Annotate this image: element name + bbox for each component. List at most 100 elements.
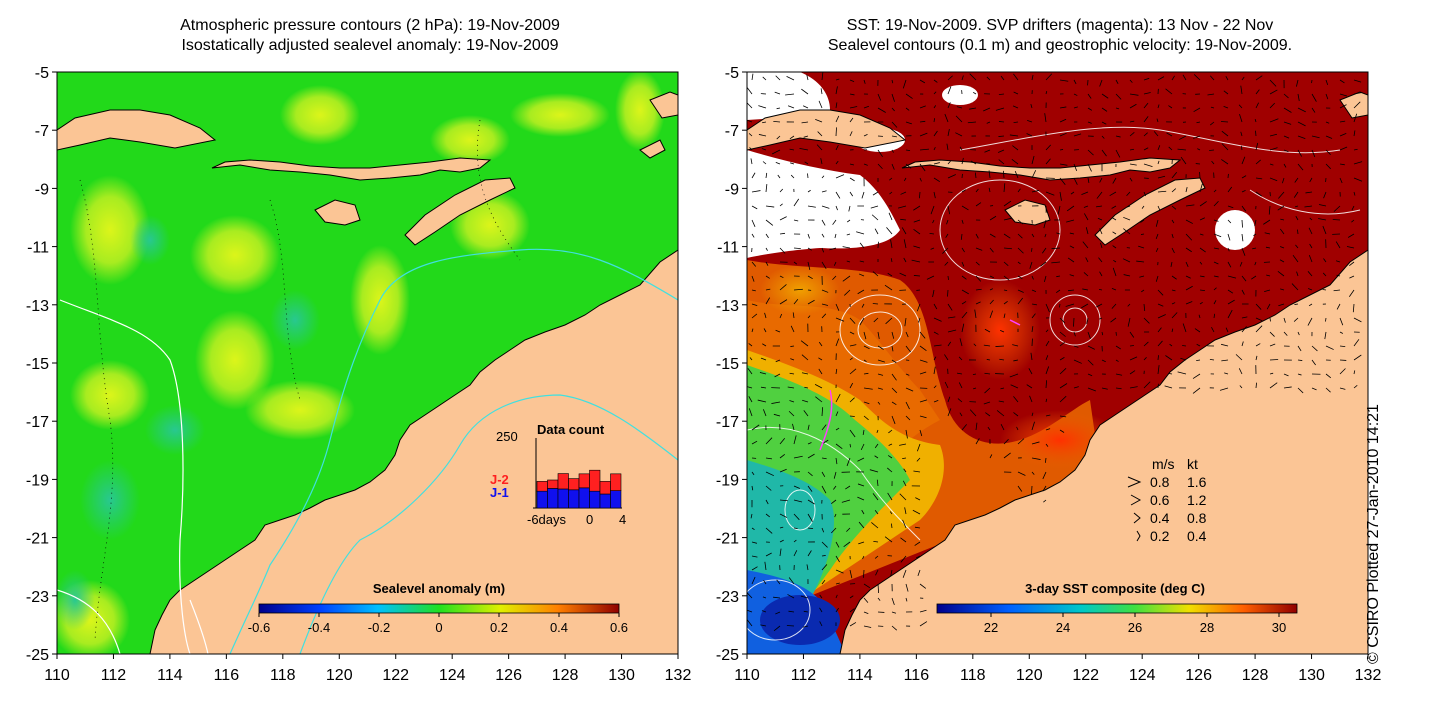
velocity-arrow (1185, 301, 1193, 305)
velocity-arrow (872, 303, 879, 305)
velocity-arrow (1169, 343, 1173, 347)
velocity-arrow (1115, 107, 1120, 110)
velocity-arrow (891, 625, 898, 631)
velocity-arrow (1278, 191, 1285, 199)
velocity-arrow (1185, 261, 1189, 268)
velocity-arrow (821, 175, 825, 179)
velocity-arrow (959, 338, 963, 347)
velocity-arrow (1067, 257, 1075, 263)
legend-arrow-icon (1136, 530, 1141, 542)
velocity-arrow (835, 191, 841, 199)
velocity-arrow (849, 622, 857, 627)
velocity-arrow (874, 555, 879, 559)
velocity-arrow (1115, 93, 1122, 100)
velocity-arrow (1171, 312, 1178, 319)
right-map-title: SST: 19-Nov-2009. SVP drifters (magenta)… (730, 16, 1390, 56)
velocity-arrow (1325, 121, 1330, 124)
velocity-arrow (933, 177, 941, 182)
velocity-arrow (821, 205, 830, 209)
y-tick-label: -21 (716, 531, 739, 548)
velocity-arrow (1003, 200, 1012, 207)
velocity-arrow (1140, 219, 1145, 223)
velocity-arrow (856, 231, 865, 235)
velocity-arrow (947, 102, 951, 109)
velocity-arrow (1213, 233, 1222, 238)
velocity-arrow (789, 148, 795, 151)
velocity-arrow (1296, 79, 1299, 87)
velocity-arrow (1073, 93, 1078, 96)
velocity-arrow (1143, 317, 1150, 324)
velocity-arrow (776, 135, 781, 140)
velocity-arrow (1065, 303, 1075, 307)
velocity-arrow (1213, 219, 1219, 222)
velocity-arrow (1017, 485, 1023, 492)
velocity-arrow (835, 115, 840, 123)
velocity-arrow (975, 422, 978, 431)
velocity-arrow (861, 509, 865, 515)
velocity-arrow (887, 272, 893, 277)
velocity-arrow (1143, 102, 1149, 109)
velocity-arrow (841, 499, 851, 503)
velocity-arrow (1043, 499, 1047, 503)
velocity-arrow (1283, 149, 1289, 153)
velocity-arrow (765, 172, 768, 179)
velocity-arrow (1240, 131, 1243, 137)
right-title-line1: SST: 19-Nov-2009. SVP drifters (magenta)… (846, 17, 1274, 34)
velocity-arrow (984, 149, 991, 153)
velocity-arrow (869, 469, 879, 473)
inset-x-right: 4 (619, 512, 626, 527)
velocity-arrow (1017, 289, 1024, 293)
velocity-arrow (888, 429, 893, 434)
velocity-arrow (1180, 156, 1187, 165)
velocity-arrow (1241, 316, 1248, 319)
velocity-arrow (1069, 232, 1075, 235)
velocity-legend: m/s kt 0.8 1.6 0.6 1.2 0.4 0.8 0.2 0.4 (1127, 456, 1207, 544)
velocity-arrow (1096, 191, 1103, 199)
velocity-arrow (1225, 75, 1229, 81)
velocity-arrow (1309, 217, 1313, 221)
y-tick-label: -9 (35, 181, 49, 198)
velocity-arrow (821, 471, 826, 477)
velocity-arrow (946, 143, 949, 151)
velocity-arrow (933, 303, 938, 310)
velocity-arrow (929, 232, 935, 235)
velocity-arrow (1255, 102, 1259, 109)
velocity-arrow (1171, 219, 1175, 224)
velocity-arrow (1157, 145, 1161, 151)
sla-colorbar-label: Sealevel anomaly (m) (373, 581, 505, 596)
velocity-arrow (1209, 121, 1215, 126)
velocity-arrow (1157, 205, 1161, 211)
velocity-arrow (889, 177, 893, 181)
velocity-arrow (1143, 357, 1147, 361)
y-tick-label: -7 (35, 123, 49, 140)
velocity-arrow (858, 273, 865, 277)
velocity-arrow (1269, 372, 1274, 375)
inset-bar-j2 (536, 481, 548, 492)
velocity-arrow (1099, 317, 1103, 320)
velocity-arrow (1129, 356, 1138, 361)
velocity-arrow (1028, 368, 1033, 375)
legend-ms-value: 0.2 (1150, 528, 1170, 544)
velocity-arrow (1239, 385, 1243, 389)
velocity-arrow (1255, 177, 1263, 180)
velocity-arrow (807, 499, 815, 505)
velocity-arrow (842, 246, 851, 249)
velocity-arrow (933, 356, 937, 361)
velocity-arrow (1339, 177, 1343, 184)
velocity-arrow (1325, 149, 1331, 155)
velocity-arrow (835, 303, 840, 311)
velocity-arrow (849, 415, 855, 417)
velocity-arrow (933, 91, 937, 95)
velocity-arrow (790, 325, 795, 333)
velocity-arrow (857, 483, 865, 487)
velocity-arrow (957, 398, 963, 403)
velocity-arrow (932, 289, 935, 298)
velocity-arrow (1241, 326, 1247, 333)
velocity-arrow (973, 343, 977, 347)
velocity-arrow (844, 289, 851, 296)
velocity-arrow (969, 107, 977, 110)
x-tick-label: 110 (44, 667, 70, 684)
velocity-arrow (801, 121, 809, 124)
velocity-arrow (1082, 241, 1089, 249)
velocity-arrow (1110, 317, 1117, 323)
